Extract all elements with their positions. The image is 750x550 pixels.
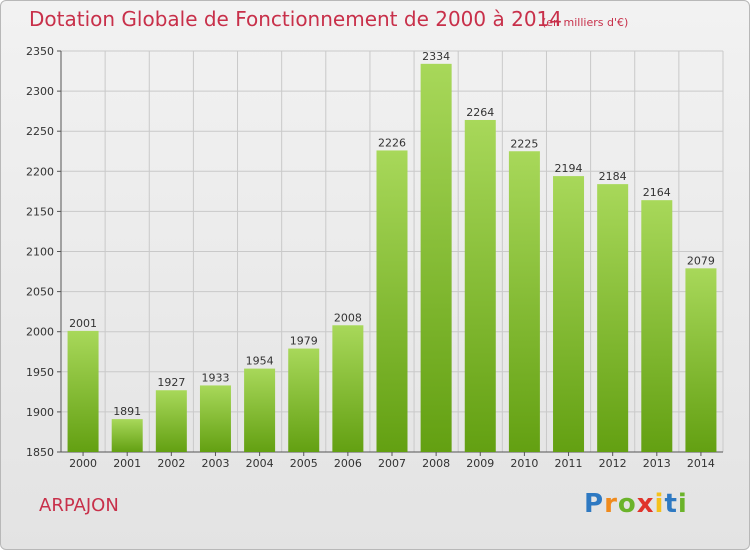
x-tick-label-2002: 2002 (157, 457, 185, 470)
bars (67, 63, 717, 453)
x-tick-label-2003: 2003 (201, 457, 229, 470)
data-label-2006: 2008 (334, 311, 362, 324)
y-tick-label: 2200 (26, 165, 54, 178)
bar-2010 (508, 151, 540, 452)
bar-2005 (288, 348, 320, 452)
x-tick-label-2011: 2011 (555, 457, 583, 470)
bar-2008 (420, 63, 452, 452)
chart-subtitle: (en milliers d'€) (542, 16, 629, 29)
y-tick-label: 2150 (26, 205, 54, 218)
data-label-2011: 2194 (555, 162, 583, 175)
y-tick-label: 1900 (26, 406, 54, 419)
bar-2013 (641, 200, 673, 452)
y-tick-label: 1950 (26, 366, 54, 379)
data-label-2008: 2334 (422, 50, 450, 63)
data-label-2004: 1954 (246, 355, 274, 368)
data-label-2013: 2164 (643, 186, 671, 199)
data-label-2007: 2226 (378, 136, 406, 149)
x-tick-label-2005: 2005 (290, 457, 318, 470)
y-tick-label: 2250 (26, 125, 54, 138)
x-tick-label-2010: 2010 (510, 457, 538, 470)
chart-title: Dotation Globale de Fonctionnement de 20… (29, 7, 562, 31)
data-label-2014: 2079 (687, 254, 715, 267)
bar-2011 (553, 176, 585, 452)
bar-2004 (244, 368, 276, 452)
data-label-2001: 1891 (113, 405, 141, 418)
y-tick-label: 2100 (26, 246, 54, 259)
labels: 2001 1891 1927 1933 1954 1979 2008 2226 2334 2264… (69, 50, 715, 418)
axes: 1850 1900 1950 2000 2050 2100 2150 2200 2250 2300… (26, 45, 723, 470)
y-tick-label: 2300 (26, 85, 54, 98)
commune-name: ARPAJON (39, 495, 119, 516)
data-label-2003: 1933 (201, 371, 229, 384)
data-label-2010: 2225 (510, 137, 538, 150)
x-tick-label-2006: 2006 (334, 457, 362, 470)
data-label-2012: 2184 (599, 170, 627, 183)
bar-2007 (376, 150, 408, 452)
bar-2003 (199, 385, 231, 452)
proxiti-logo[interactable]: Proxiti (584, 489, 688, 519)
y-tick-label: 2350 (26, 45, 54, 58)
bar-2000 (67, 330, 99, 452)
x-tick-label-2007: 2007 (378, 457, 406, 470)
x-tick-label-2012: 2012 (599, 457, 627, 470)
data-label-2002: 1927 (157, 376, 185, 389)
x-tick-label-2001: 2001 (113, 457, 141, 470)
data-label-2005: 1979 (290, 335, 318, 348)
data-label-2000: 2001 (69, 317, 97, 330)
data-label-2009: 2264 (466, 106, 494, 119)
x-tick-label-2000: 2000 (69, 457, 97, 470)
bar-2012 (597, 184, 629, 452)
y-tick-label: 2050 (26, 286, 54, 299)
x-tick-label-2014: 2014 (687, 457, 715, 470)
y-tick-label: 1850 (26, 446, 54, 459)
x-tick-label-2013: 2013 (643, 457, 671, 470)
bar-2002 (155, 390, 187, 452)
bar-2014 (685, 268, 717, 452)
x-tick-label-2009: 2009 (466, 457, 494, 470)
y-tick-label: 2000 (26, 326, 54, 339)
bar-2009 (464, 119, 496, 453)
x-tick-label-2008: 2008 (422, 457, 450, 470)
bar-2006 (332, 325, 364, 452)
x-tick-label-2004: 2004 (246, 457, 274, 470)
bar-2001 (111, 419, 143, 452)
